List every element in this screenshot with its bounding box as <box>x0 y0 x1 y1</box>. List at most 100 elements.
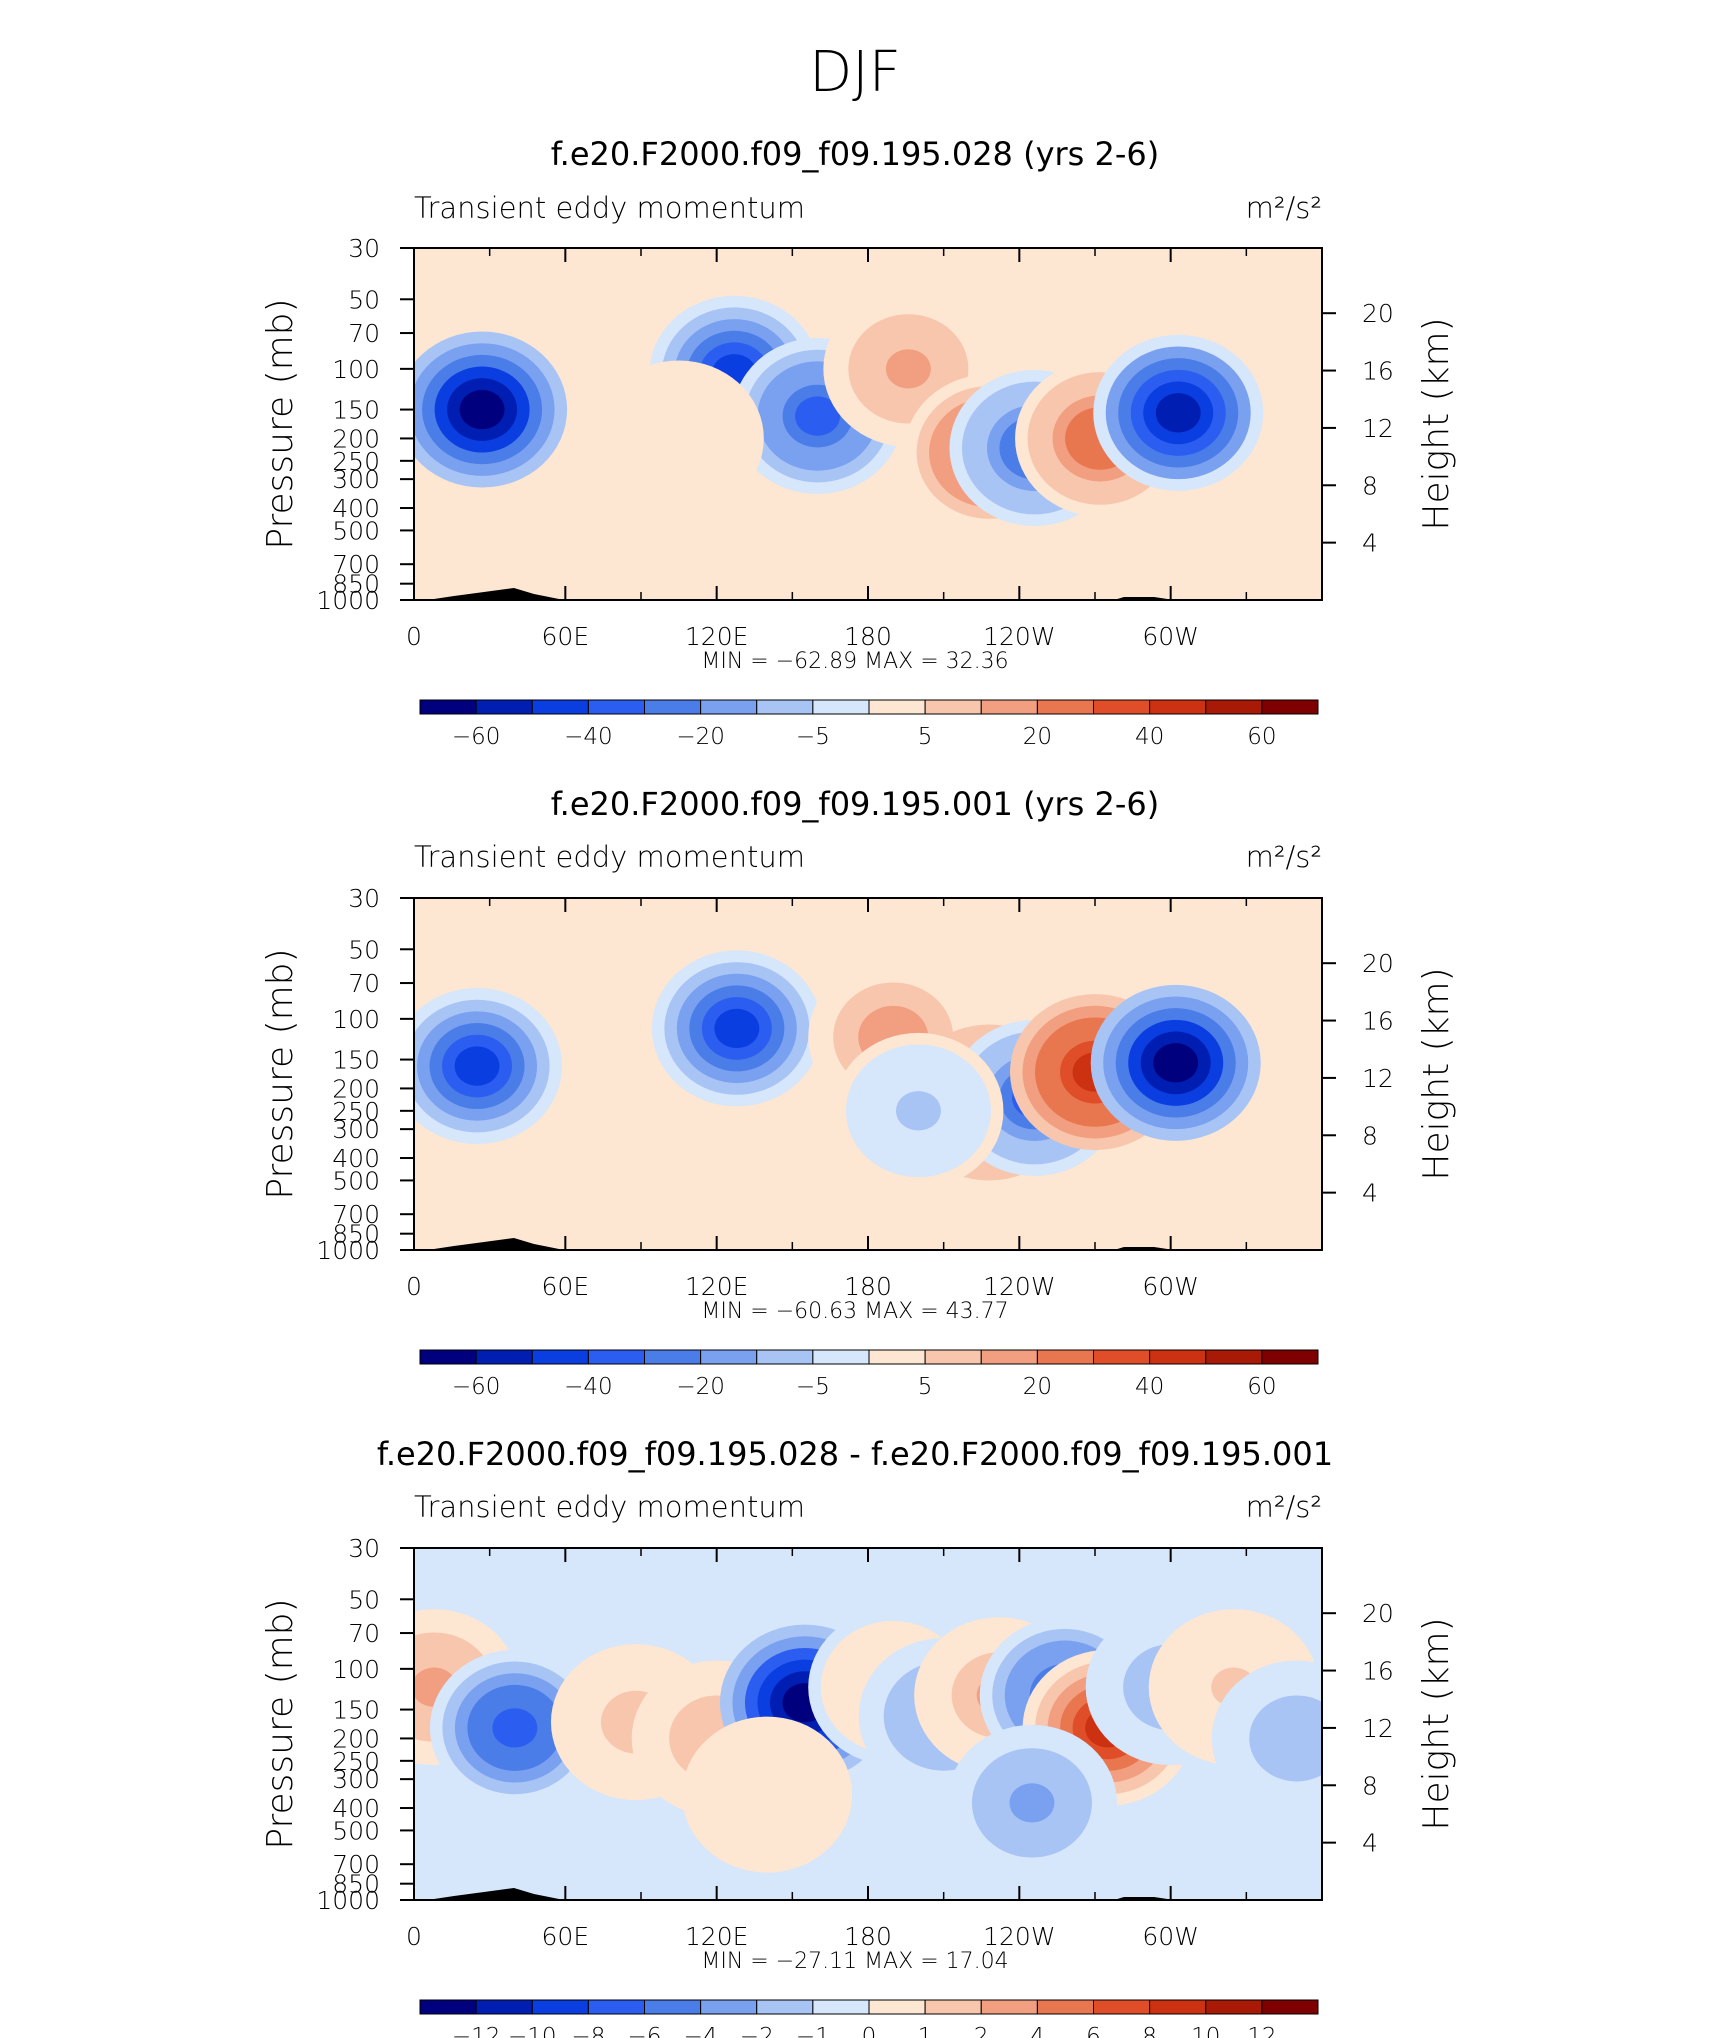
colorbar-swatch <box>1149 1999 1207 2015</box>
y-tick-label: 100 <box>332 1005 380 1034</box>
colorbar-swatch <box>1261 1999 1319 2015</box>
minmax-label: MIN = −27.11 MAX = 17.04 <box>701 1949 1008 1974</box>
colorbar-label: 1 <box>918 2024 933 2038</box>
y-axis-label: Pressure (mb) <box>260 948 301 1199</box>
y-tick-label: 50 <box>348 285 380 314</box>
minmax-label: MIN = −62.89 MAX = 32.36 <box>701 649 1008 674</box>
y-tick-label: 300 <box>332 1765 380 1794</box>
x-tick-label: 120W <box>983 1922 1055 1951</box>
y-tick-label: 250 <box>332 1747 380 1776</box>
colorbar-swatch <box>1036 1999 1094 2015</box>
colorbar-swatch <box>419 1999 477 2015</box>
colorbar-label: 60 <box>1247 1374 1276 1400</box>
y-tick-label: 30 <box>348 884 380 913</box>
x-tick-label: 60W <box>1142 1922 1199 1951</box>
units-label: m²/s² <box>1246 191 1322 225</box>
contour-blob <box>1153 1043 1199 1083</box>
y-tick-label: 100 <box>332 355 380 384</box>
y-tick-label: 850 <box>332 1870 380 1899</box>
colorbar-label: −20 <box>676 1374 725 1400</box>
y-tick-label: 500 <box>332 1816 380 1845</box>
y-tick-label: 300 <box>332 465 380 494</box>
contour-blob <box>492 1708 538 1748</box>
colorbar-swatch <box>868 699 926 715</box>
colorbar-swatch <box>924 699 982 715</box>
y-tick-label: 400 <box>332 1144 380 1173</box>
colorbar-label: 8 <box>1142 2024 1157 2038</box>
colorbar-swatch <box>812 1999 870 2015</box>
x-tick-label: 60E <box>542 622 590 651</box>
x-tick-label: 120E <box>685 622 749 651</box>
y-right-tick-label: 12 <box>1362 1064 1394 1093</box>
y-right-tick-label: 4 <box>1362 529 1378 558</box>
colorbar-swatch <box>475 1999 533 2015</box>
y-tick-label: 700 <box>332 550 380 579</box>
colorbar-swatch <box>1036 1349 1094 1365</box>
x-tick-label: 120E <box>685 1922 749 1951</box>
contour-blob <box>795 396 841 436</box>
colorbar-swatch <box>644 1349 702 1365</box>
y-right-tick-label: 16 <box>1362 357 1394 386</box>
page-title: DJF <box>809 40 901 105</box>
chart-panel-3: f.e20.F2000.f09_f09.195.028 - f.e20.F200… <box>260 1435 1457 2038</box>
colorbar-label: −10 <box>508 2024 557 2038</box>
colorbar-label: −40 <box>564 724 613 750</box>
y-right-tick-label: 20 <box>1362 299 1394 328</box>
colorbar-swatch <box>1093 1999 1151 2015</box>
y-tick-label: 250 <box>332 447 380 476</box>
y-tick-label: 300 <box>332 1115 380 1144</box>
colorbar-swatch <box>924 1999 982 2015</box>
colorbar-label: 0 <box>862 2024 877 2038</box>
y-tick-label: 500 <box>332 516 380 545</box>
y-tick-label: 30 <box>348 1534 380 1563</box>
y-tick-label: 150 <box>332 1696 380 1725</box>
colorbar-swatch <box>1093 1349 1151 1365</box>
contour-blob <box>895 1091 941 1131</box>
x-tick-label: 60W <box>1142 622 1199 651</box>
y-tick-label: 850 <box>332 570 380 599</box>
x-tick-label: 180 <box>844 1272 892 1301</box>
x-tick-label: 120E <box>685 1272 749 1301</box>
x-tick-label: 60E <box>542 1922 590 1951</box>
panel-subtitle: Transient eddy momentum <box>414 840 805 874</box>
y-tick-label: 250 <box>332 1097 380 1126</box>
colorbar-label: −6 <box>628 2024 662 2038</box>
y-tick-label: 70 <box>348 969 380 998</box>
y-tick-label: 70 <box>348 319 380 348</box>
colorbar-swatch <box>868 1999 926 2015</box>
colorbar-swatch <box>1149 1349 1207 1365</box>
colorbar-label: −4 <box>684 2024 718 2038</box>
colorbar-swatch <box>812 699 870 715</box>
chart-panel-2: f.e20.F2000.f09_f09.195.001 (yrs 2-6) Tra… <box>260 785 1457 1400</box>
y-tick-label: 50 <box>348 1585 380 1614</box>
colorbar-label: 6 <box>1086 2024 1101 2038</box>
colorbar-label: 40 <box>1135 1374 1164 1400</box>
units-label: m²/s² <box>1246 1490 1322 1524</box>
topography <box>434 588 1174 600</box>
x-tick-label: 120W <box>983 622 1055 651</box>
colorbar-swatch <box>531 1999 589 2015</box>
y-tick-label: 200 <box>332 1724 380 1753</box>
colorbar-label: 20 <box>1023 1374 1052 1400</box>
topography <box>434 1238 1174 1250</box>
units-label: m²/s² <box>1246 840 1322 874</box>
colorbar-swatch <box>756 1999 814 2015</box>
colorbar-label: 5 <box>918 724 933 750</box>
panel-title: f.e20.F2000.f09_f09.195.001 (yrs 2-6) <box>551 785 1160 823</box>
colorbar-swatch <box>1149 699 1207 715</box>
colorbar-label: −60 <box>452 724 501 750</box>
y-tick-label: 50 <box>348 935 380 964</box>
x-tick-label: 0 <box>406 1922 422 1951</box>
colorbar-swatch <box>1261 1349 1319 1365</box>
y-tick-label: 700 <box>332 1200 380 1229</box>
colorbar-label: −40 <box>564 1374 613 1400</box>
colorbar-swatch <box>644 1999 702 2015</box>
colorbar-label: 2 <box>974 2024 989 2038</box>
colorbar-swatch <box>980 1999 1038 2015</box>
colorbar-label: −8 <box>571 2024 605 2038</box>
y-axis-label: Pressure (mb) <box>260 1598 301 1849</box>
y-tick-label: 1000 <box>316 586 380 615</box>
y-tick-label: 400 <box>332 1794 380 1823</box>
colorbar-label: 4 <box>1030 2024 1045 2038</box>
